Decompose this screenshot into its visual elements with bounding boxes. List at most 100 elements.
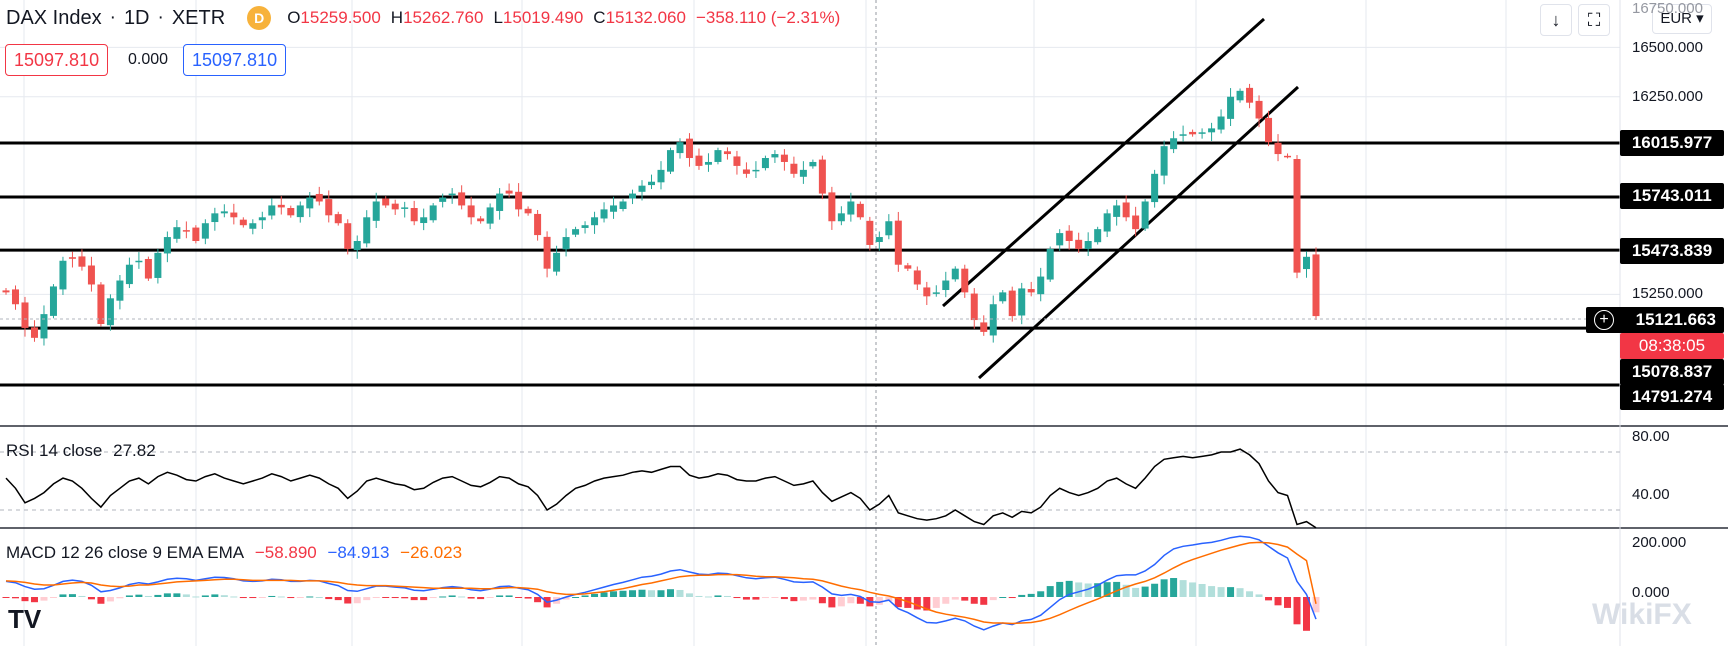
macd-histogram-bar xyxy=(1284,597,1292,608)
macd-histogram-bar xyxy=(1274,597,1282,606)
candle-body xyxy=(1170,138,1178,150)
channel-lower-line xyxy=(977,85,1300,380)
macd-histogram-bar xyxy=(695,595,703,597)
candle-body xyxy=(239,219,247,226)
level-label-1[interactable]: 16015.977 xyxy=(1620,130,1724,156)
macd-histogram-bar xyxy=(306,596,314,598)
candle-body xyxy=(1122,202,1130,218)
candle-body xyxy=(638,185,646,192)
candle-body xyxy=(296,205,304,218)
candle-body xyxy=(904,265,912,269)
macd-histogram-bar xyxy=(799,597,807,601)
macd-histogram-bar xyxy=(211,594,219,597)
candle-body xyxy=(429,205,437,221)
buy-price-button[interactable]: 15097.810 xyxy=(183,44,287,76)
candle-body xyxy=(534,213,542,236)
last-price-label[interactable]: + 15121.663 xyxy=(1586,307,1724,333)
arrow-down-icon[interactable]: ↓ xyxy=(1540,4,1572,36)
macd-legend[interactable]: MACD 12 26 close 9 EMA EMA −58.890 −84.9… xyxy=(6,543,468,563)
sell-price-button[interactable]: 15097.810 xyxy=(5,44,109,76)
candle-body xyxy=(761,158,769,169)
candle-body xyxy=(410,208,418,222)
macd-histogram-bar xyxy=(154,594,162,597)
open-number: 15259.500 xyxy=(300,8,381,27)
candle-body xyxy=(220,211,228,214)
signal-line xyxy=(5,541,1317,625)
candle-body xyxy=(591,217,599,226)
macd-histogram-bar xyxy=(534,597,542,603)
candle-body xyxy=(1027,289,1035,293)
macd-histogram-bar xyxy=(1065,580,1073,597)
macd-histogram-bar xyxy=(1236,588,1244,597)
symbol-name[interactable]: DAX Index xyxy=(6,6,102,29)
candle-body xyxy=(1236,90,1244,101)
close-number: 15132.060 xyxy=(605,8,686,27)
macd-histogram-bar xyxy=(353,597,361,604)
level-label-4[interactable]: 15078.837 xyxy=(1620,359,1724,385)
delayed-data-badge[interactable]: D xyxy=(247,6,272,30)
currency-selector[interactable]: EUR ▾ xyxy=(1652,4,1712,34)
macd-histogram-bar xyxy=(704,596,712,598)
macd-histogram-bar xyxy=(11,597,19,599)
tradingview-logo[interactable]: TV xyxy=(8,604,42,634)
candle-body xyxy=(1217,116,1225,130)
macd-histogram-bar xyxy=(761,597,769,599)
candle-body xyxy=(1103,213,1111,232)
candle-body xyxy=(1160,146,1168,176)
macd-histogram-bar xyxy=(1217,587,1225,597)
candle-body xyxy=(704,161,712,165)
macd-histogram-bar xyxy=(239,597,247,599)
candle-body xyxy=(1293,159,1301,273)
macd-histogram-bar xyxy=(458,596,466,598)
candle-body xyxy=(173,227,181,239)
macd-histogram-bar xyxy=(439,596,447,598)
macd-histogram-bar xyxy=(1103,582,1111,597)
macd-histogram-bar xyxy=(258,597,266,598)
candle-body xyxy=(268,205,276,216)
level-label-2[interactable]: 15743.011 xyxy=(1620,183,1724,209)
macd-histogram-bar xyxy=(1170,578,1178,597)
candle-body xyxy=(875,237,883,242)
macd-histogram-bar xyxy=(182,594,190,597)
macd-histogram-bar xyxy=(723,595,731,597)
macd-histogram-bar xyxy=(790,597,798,602)
candle-body xyxy=(723,151,731,155)
macd-histogram-bar xyxy=(1113,581,1121,597)
candle-body xyxy=(258,217,266,221)
high-key: H xyxy=(390,8,404,27)
macd-histogram-bar xyxy=(382,597,390,598)
candle-body xyxy=(391,203,399,210)
candle-body xyxy=(1179,134,1187,136)
plus-icon[interactable]: + xyxy=(1594,310,1614,330)
level-label-3[interactable]: 15473.839 xyxy=(1620,238,1724,264)
macd-histogram-bar xyxy=(448,595,456,597)
candle-body xyxy=(989,304,997,336)
symbol-legend: DAX Index · 1D · XETR D O15259.500 H1526… xyxy=(6,6,840,30)
candle-body xyxy=(30,327,38,338)
macd-tick-200: 200.000 xyxy=(1632,534,1687,551)
candle-body xyxy=(742,169,750,174)
candle-body xyxy=(334,214,342,224)
macd-histogram-bar xyxy=(344,597,352,604)
trend-channel xyxy=(942,17,1300,380)
candle-body xyxy=(1227,96,1235,119)
macd-line xyxy=(5,535,1317,631)
candle-body xyxy=(600,209,608,219)
candle-body xyxy=(505,190,513,194)
fullscreen-icon[interactable]: ⛶ xyxy=(1578,4,1610,36)
candle-body xyxy=(315,193,323,202)
macd-histogram-bar xyxy=(847,597,855,604)
level-label-5[interactable]: 14791.274 xyxy=(1620,384,1724,410)
macd-tick-0: 0.000 xyxy=(1632,584,1670,601)
interval-label[interactable]: 1D xyxy=(123,6,150,29)
rsi-legend[interactable]: RSI 14 close 27.82 xyxy=(6,441,162,461)
macd-hist-value: −58.890 xyxy=(254,543,317,562)
candle-body xyxy=(1075,239,1083,249)
macd-histogram-bar xyxy=(21,597,29,602)
macd-histogram-bar xyxy=(619,590,627,597)
price-tick-16750: 16750.000 xyxy=(1632,0,1703,17)
candle-body xyxy=(353,241,361,251)
candle-body xyxy=(666,150,674,172)
macd-histogram-bar xyxy=(780,597,788,600)
